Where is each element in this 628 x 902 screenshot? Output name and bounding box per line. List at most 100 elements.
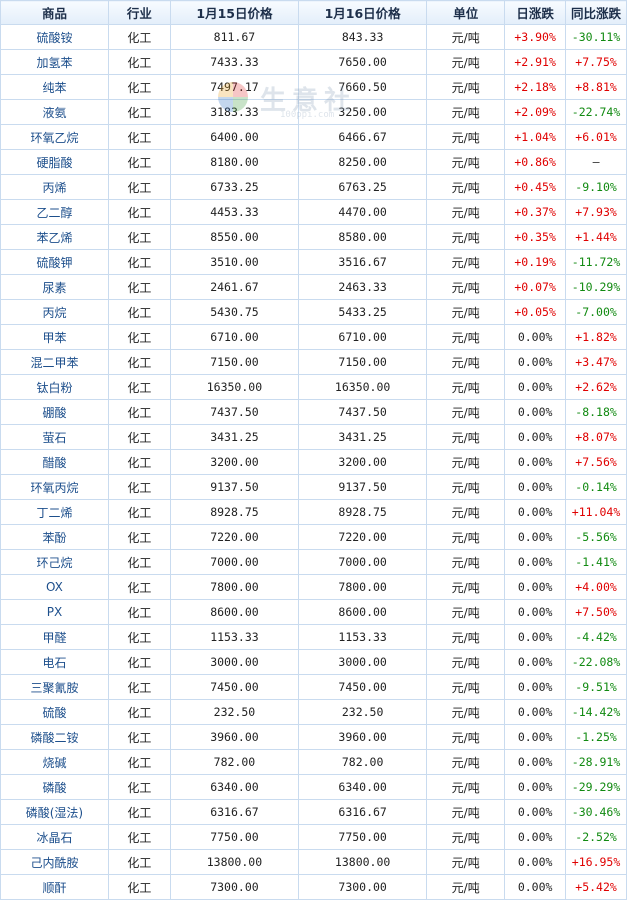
yoy-change-cell: +3.47% [565, 349, 627, 375]
commodity-name-link[interactable]: 三聚氰胺 [0, 674, 109, 700]
industry-cell: 化工 [107, 699, 171, 725]
commodity-name-link[interactable]: PX [0, 599, 109, 625]
commodity-name-link[interactable]: 苯乙烯 [0, 224, 109, 250]
price-jan16-cell: 8600.00 [298, 599, 428, 625]
industry-cell: 化工 [107, 49, 171, 75]
commodity-name-link[interactable]: 己内酰胺 [0, 849, 109, 875]
price-jan16-cell: 7220.00 [298, 524, 428, 550]
yoy-change-cell: +8.81% [565, 74, 627, 100]
daily-change-cell: +0.35% [504, 224, 567, 250]
daily-change-cell: 0.00% [504, 824, 567, 850]
table-row: 苯酚 化工 7220.00 7220.00 元/吨 0.00% -5.56% [0, 524, 627, 550]
commodity-name-link[interactable]: 丙烷 [0, 299, 109, 325]
price-jan15-cell: 811.67 [169, 24, 300, 50]
commodity-name-link[interactable]: 电石 [0, 649, 109, 675]
commodity-name-link[interactable]: 硫酸铵 [0, 24, 109, 50]
commodity-name-link[interactable]: 丙烯 [0, 174, 109, 200]
price-jan15-cell: 3960.00 [169, 724, 300, 750]
price-jan15-cell: 8180.00 [169, 149, 300, 175]
price-jan16-cell: 3431.25 [298, 424, 428, 450]
price-jan15-cell: 13800.00 [169, 849, 300, 875]
header-price-jan15[interactable]: 1月15日价格 [169, 0, 300, 25]
header-unit[interactable]: 单位 [426, 0, 506, 25]
commodity-name-link[interactable]: 纯苯 [0, 74, 109, 100]
commodity-name-link[interactable]: 醋酸 [0, 449, 109, 475]
price-jan16-cell: 3200.00 [298, 449, 428, 475]
commodity-name-link[interactable]: 硫酸 [0, 699, 109, 725]
commodity-name-link[interactable]: 液氨 [0, 99, 109, 125]
commodity-name-link[interactable]: 烧碱 [0, 749, 109, 775]
price-jan16-cell: 8580.00 [298, 224, 428, 250]
industry-cell: 化工 [107, 674, 171, 700]
yoy-change-cell: +1.44% [565, 224, 627, 250]
price-jan16-cell: 4470.00 [298, 199, 428, 225]
price-jan15-cell: 7437.50 [169, 399, 300, 425]
commodity-name-link[interactable]: 乙二醇 [0, 199, 109, 225]
price-jan16-cell: 7800.00 [298, 574, 428, 600]
commodity-name-link[interactable]: 加氢苯 [0, 49, 109, 75]
header-daily-change[interactable]: 日涨跌 [504, 0, 567, 25]
daily-change-cell: 0.00% [504, 849, 567, 875]
table-row: 液氨 化工 3183.33 3250.00 元/吨 +2.09% -22.74% [0, 99, 627, 125]
commodity-name-link[interactable]: 混二甲苯 [0, 349, 109, 375]
industry-cell: 化工 [107, 424, 171, 450]
commodity-name-link[interactable]: 萤石 [0, 424, 109, 450]
commodity-name-link[interactable]: 磷酸(湿法) [0, 799, 109, 825]
price-jan16-cell: 7300.00 [298, 874, 428, 900]
price-jan15-cell: 7150.00 [169, 349, 300, 375]
yoy-change-cell: -1.25% [565, 724, 627, 750]
header-price-jan16[interactable]: 1月16日价格 [298, 0, 428, 25]
commodity-name-link[interactable]: 硼酸 [0, 399, 109, 425]
price-jan16-cell: 6316.67 [298, 799, 428, 825]
daily-change-cell: 0.00% [504, 799, 567, 825]
price-jan16-cell: 7660.50 [298, 74, 428, 100]
commodity-name-link[interactable]: 硬脂酸 [0, 149, 109, 175]
daily-change-cell: 0.00% [504, 624, 567, 650]
header-commodity[interactable]: 商品 [0, 0, 109, 25]
header-yoy-change[interactable]: 同比涨跌 [565, 0, 627, 25]
unit-cell: 元/吨 [426, 324, 506, 350]
commodity-name-link[interactable]: 磷酸二铵 [0, 724, 109, 750]
industry-cell: 化工 [107, 624, 171, 650]
price-jan15-cell: 6710.00 [169, 324, 300, 350]
daily-change-cell: +0.05% [504, 299, 567, 325]
industry-cell: 化工 [107, 274, 171, 300]
table-row: 萤石 化工 3431.25 3431.25 元/吨 0.00% +8.07% [0, 424, 627, 450]
yoy-change-cell: +16.95% [565, 849, 627, 875]
table-row: 尿素 化工 2461.67 2463.33 元/吨 +0.07% -10.29% [0, 274, 627, 300]
unit-cell: 元/吨 [426, 74, 506, 100]
price-jan15-cell: 3200.00 [169, 449, 300, 475]
commodity-name-link[interactable]: 甲醛 [0, 624, 109, 650]
commodity-name-link[interactable]: 磷酸 [0, 774, 109, 800]
table-row: 环己烷 化工 7000.00 7000.00 元/吨 0.00% -1.41% [0, 549, 627, 575]
daily-change-cell: 0.00% [504, 549, 567, 575]
commodity-name-link[interactable]: 硫酸钾 [0, 249, 109, 275]
commodity-name-link[interactable]: 环氧乙烷 [0, 124, 109, 150]
commodity-name-link[interactable]: 环己烷 [0, 549, 109, 575]
unit-cell: 元/吨 [426, 624, 506, 650]
commodity-name-link[interactable]: 顺酐 [0, 874, 109, 900]
industry-cell: 化工 [107, 824, 171, 850]
commodity-name-link[interactable]: 苯酚 [0, 524, 109, 550]
unit-cell: 元/吨 [426, 149, 506, 175]
price-jan16-cell: 843.33 [298, 24, 428, 50]
commodity-name-link[interactable]: 环氧丙烷 [0, 474, 109, 500]
unit-cell: 元/吨 [426, 824, 506, 850]
commodity-name-link[interactable]: OX [0, 574, 109, 600]
header-industry[interactable]: 行业 [107, 0, 171, 25]
commodity-name-link[interactable]: 尿素 [0, 274, 109, 300]
table-row: 纯苯 化工 7497.17 7660.50 元/吨 +2.18% +8.81% [0, 74, 627, 100]
yoy-change-cell: -14.42% [565, 699, 627, 725]
unit-cell: 元/吨 [426, 724, 506, 750]
commodity-name-link[interactable]: 钛白粉 [0, 374, 109, 400]
commodity-name-link[interactable]: 甲苯 [0, 324, 109, 350]
industry-cell: 化工 [107, 849, 171, 875]
table-row: 硫酸钾 化工 3510.00 3516.67 元/吨 +0.19% -11.72% [0, 249, 627, 275]
unit-cell: 元/吨 [426, 199, 506, 225]
industry-cell: 化工 [107, 374, 171, 400]
yoy-change-cell: +8.07% [565, 424, 627, 450]
commodity-name-link[interactable]: 丁二烯 [0, 499, 109, 525]
commodity-name-link[interactable]: 冰晶石 [0, 824, 109, 850]
